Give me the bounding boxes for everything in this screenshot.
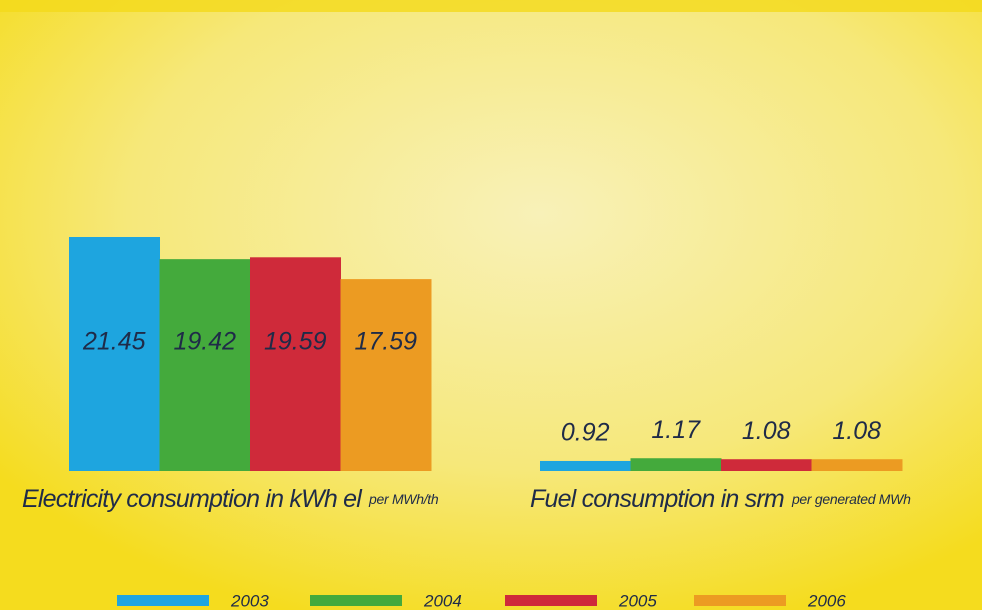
bar xyxy=(540,461,631,471)
value-label: 21.45 xyxy=(82,328,146,356)
category-name: Electricity consumption in kWh el xyxy=(22,485,363,513)
legend-label: 2003 xyxy=(230,591,269,610)
bar xyxy=(250,257,341,471)
category-unit: per MWh/th xyxy=(368,491,439,507)
bar xyxy=(160,259,251,471)
value-label: 17.59 xyxy=(354,328,417,356)
value-label: 19.59 xyxy=(264,328,327,356)
legend-label: 2004 xyxy=(423,591,462,610)
chart: 21.45 19.42 19.59 17.59 Electricity consumpt… xyxy=(0,0,982,610)
legend-label: 2005 xyxy=(618,591,657,610)
bar xyxy=(721,459,812,471)
legend-swatch xyxy=(505,595,597,606)
legend-swatch xyxy=(117,595,209,606)
value-label: 1.08 xyxy=(742,417,791,445)
top-band xyxy=(0,0,982,12)
value-label: 1.08 xyxy=(832,417,881,445)
value-label: 19.42 xyxy=(173,328,236,356)
bar xyxy=(812,459,903,471)
bar xyxy=(631,458,722,471)
legend-label: 2006 xyxy=(807,591,846,610)
category-unit: per generated MWh xyxy=(791,491,911,507)
bar xyxy=(341,279,432,471)
legend-swatch xyxy=(310,595,402,606)
category-name: Fuel consumption in srm xyxy=(530,485,784,513)
value-label: 0.92 xyxy=(561,419,610,447)
legend-swatch xyxy=(694,595,786,606)
value-label: 1.17 xyxy=(651,416,701,444)
